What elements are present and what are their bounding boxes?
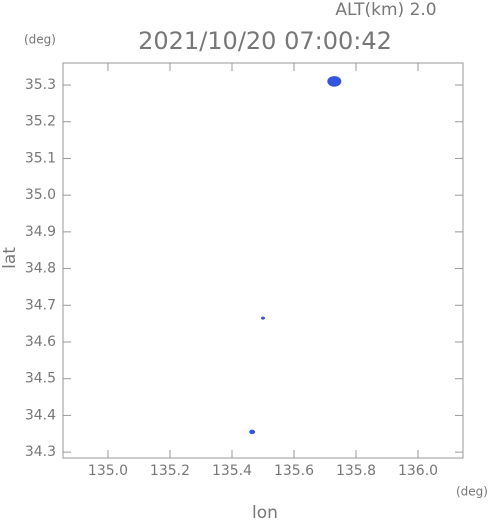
y-tick-label: 35.0 bbox=[25, 187, 56, 203]
x-tick-label: 135.6 bbox=[274, 463, 314, 479]
y-tick-label: 35.1 bbox=[25, 150, 56, 166]
y-tick-label: 34.3 bbox=[25, 444, 56, 460]
chart-subtitle: ALT(km) 2.0 bbox=[335, 0, 436, 20]
x-tick-label: 136.0 bbox=[398, 463, 438, 479]
x-tick-label: 135.2 bbox=[150, 463, 190, 479]
data-point bbox=[261, 316, 265, 320]
y-axis-label: lat bbox=[0, 247, 20, 269]
x-tick-label: 135.8 bbox=[336, 463, 376, 479]
y-tick-label: 34.6 bbox=[25, 334, 56, 350]
x-tick-label: 135.4 bbox=[212, 463, 252, 479]
y-tick-label: 34.9 bbox=[25, 224, 56, 240]
data-point bbox=[249, 429, 256, 435]
x-tick-label: 135.0 bbox=[88, 463, 128, 479]
plot-frame bbox=[62, 62, 464, 459]
y-tick-label: 34.8 bbox=[25, 261, 56, 277]
y-tick-label: 35.3 bbox=[25, 77, 56, 93]
chart-title: 2021/10/20 07:00:42 bbox=[138, 27, 392, 55]
x-axis-label: lon bbox=[252, 503, 278, 521]
y-tick-label: 34.7 bbox=[25, 297, 56, 313]
x-unit: (deg) bbox=[456, 485, 488, 499]
data-point bbox=[327, 76, 342, 87]
y-tick-label: 34.4 bbox=[25, 407, 56, 423]
y-tick-label: 34.5 bbox=[25, 371, 56, 387]
y-tick-label: 35.2 bbox=[25, 114, 56, 130]
y-unit: (deg) bbox=[24, 33, 56, 47]
